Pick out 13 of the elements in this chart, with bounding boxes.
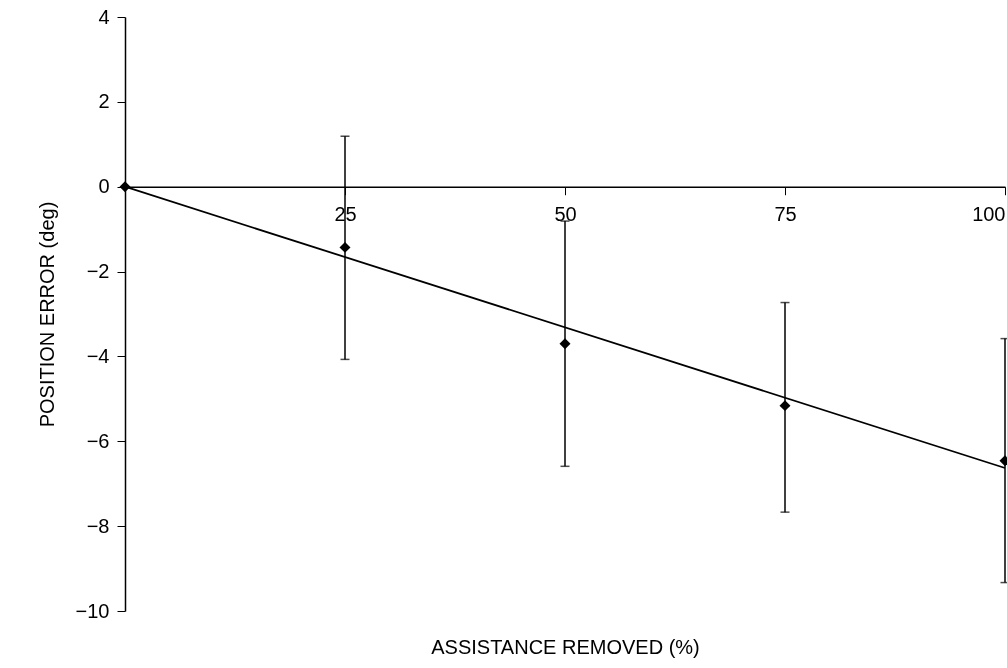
y-tick-label: 4 bbox=[98, 5, 110, 28]
x-tick-label: 75 bbox=[774, 203, 797, 226]
y-tick-label: −10 bbox=[75, 599, 110, 622]
y-tick-label: 0 bbox=[98, 175, 110, 198]
x-tick-label: 50 bbox=[554, 203, 577, 226]
x-tick-label: 100 bbox=[972, 203, 1006, 226]
y-tick-label: −2 bbox=[86, 260, 110, 283]
y-tick-label: 2 bbox=[98, 90, 110, 113]
y-tick-label: −6 bbox=[86, 429, 110, 452]
y-tick-label: −4 bbox=[86, 344, 110, 367]
y-tick-label: −8 bbox=[86, 514, 110, 537]
y-axis-title: POSITION ERROR (deg) bbox=[35, 201, 58, 428]
x-axis-title: ASSISTANCE REMOVED (%) bbox=[431, 635, 700, 658]
